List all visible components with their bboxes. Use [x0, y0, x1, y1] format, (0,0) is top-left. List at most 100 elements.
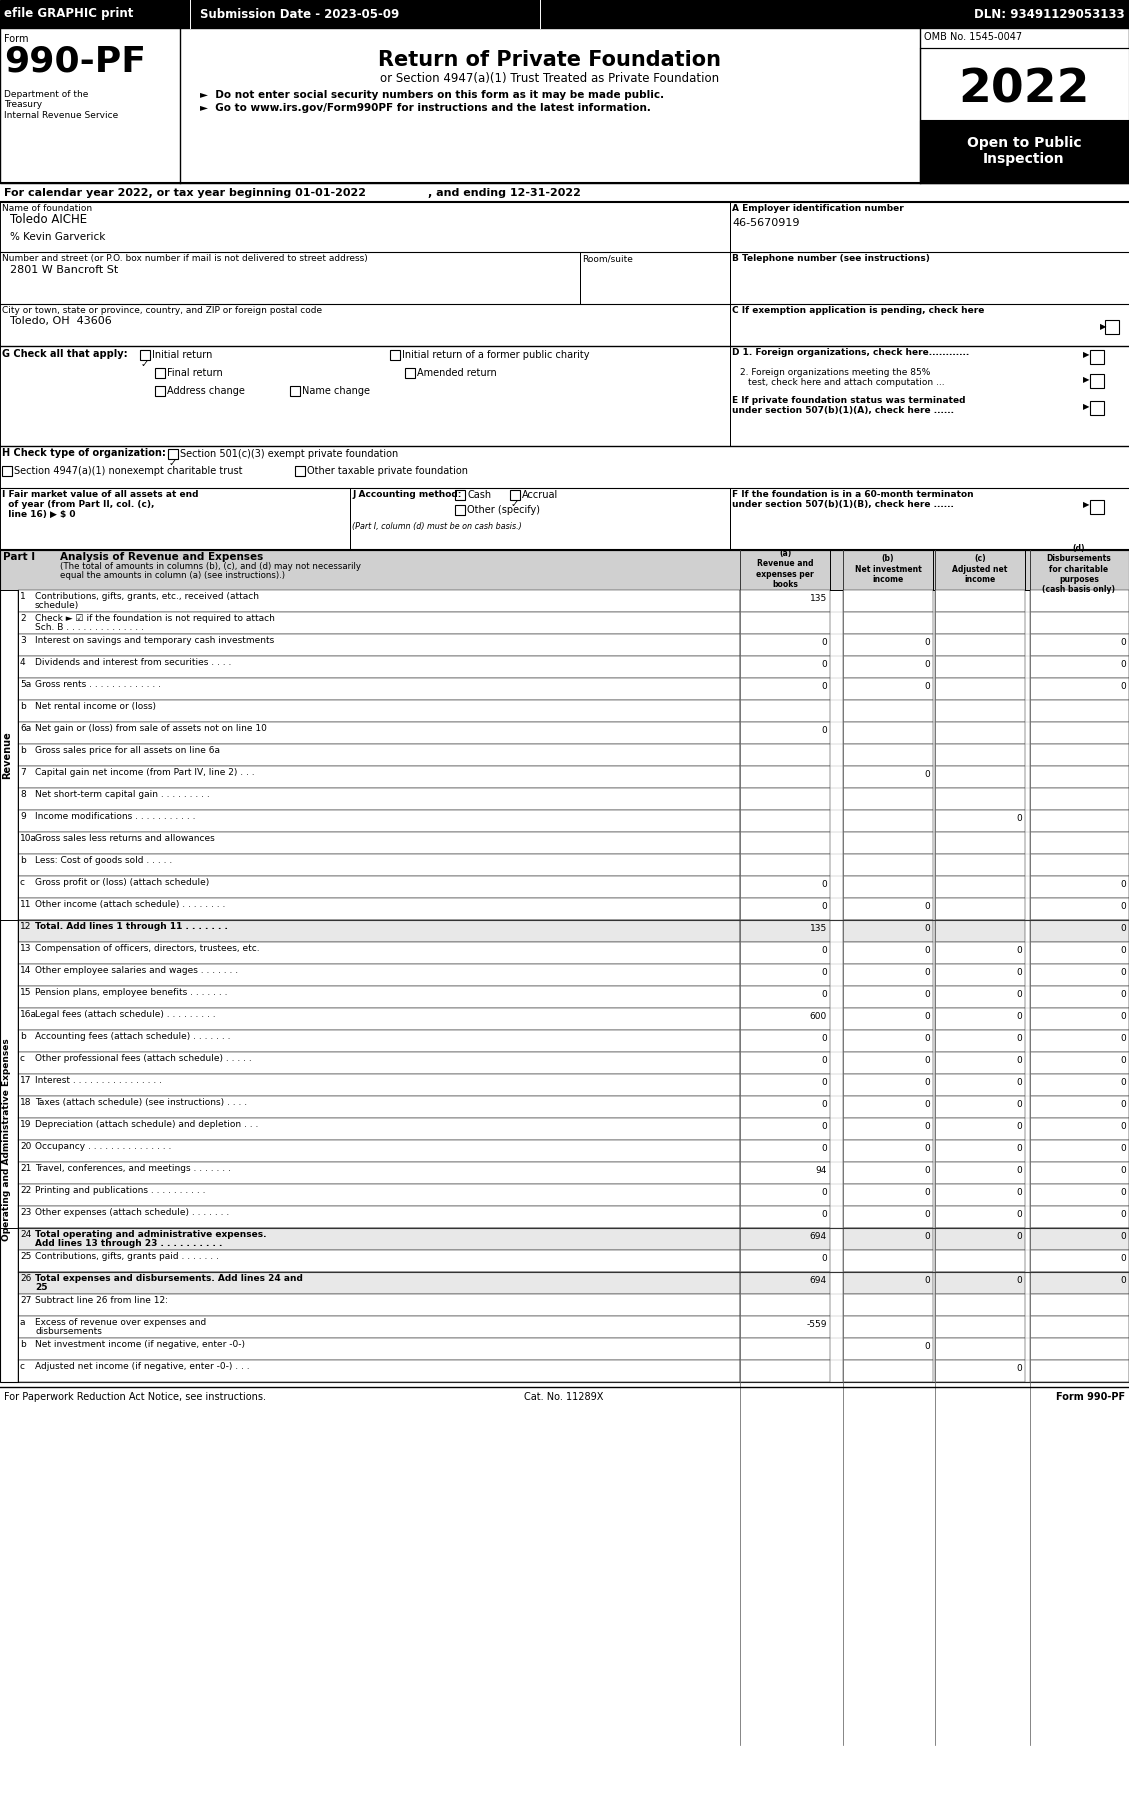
Text: 1: 1 [20, 592, 26, 601]
Bar [843, 1162, 933, 1185]
Bar [1030, 611, 1129, 635]
Bar [0, 201, 730, 252]
Bar [739, 985, 830, 1009]
Text: Total expenses and disbursements. Add lines 24 and: Total expenses and disbursements. Add li… [35, 1275, 303, 1284]
Bar [1089, 351, 1104, 363]
Text: 0: 0 [1016, 1365, 1022, 1374]
Bar [18, 1118, 739, 1140]
Text: 8: 8 [20, 789, 26, 798]
Bar [843, 656, 933, 678]
Text: Dividends and interest from securities . . . .: Dividends and interest from securities .… [35, 658, 231, 667]
Text: disbursements: disbursements [35, 1327, 102, 1336]
Bar [739, 1250, 830, 1271]
Text: Name change: Name change [301, 387, 370, 396]
Bar [405, 369, 415, 378]
Text: Amended return: Amended return [417, 369, 497, 378]
Bar [1030, 1162, 1129, 1185]
Text: Section 501(c)(3) exempt private foundation: Section 501(c)(3) exempt private foundat… [180, 450, 399, 458]
Text: 0: 0 [925, 1188, 930, 1197]
Bar [18, 964, 739, 985]
Bar [1030, 1359, 1129, 1383]
Bar [935, 811, 1025, 832]
Bar [1030, 1140, 1129, 1162]
Text: 0: 0 [1120, 903, 1126, 912]
Text: 694: 694 [809, 1277, 828, 1286]
Text: 0: 0 [1016, 1034, 1022, 1043]
Text: I Fair market value of all assets at end: I Fair market value of all assets at end [2, 491, 199, 500]
Bar [1030, 1052, 1129, 1073]
Text: Toledo, OH  43606: Toledo, OH 43606 [10, 316, 112, 325]
Bar [843, 1052, 933, 1073]
Text: A Employer identification number: A Employer identification number [732, 203, 903, 212]
Bar [1030, 1316, 1129, 1338]
Text: Other expenses (attach schedule) . . . . . . .: Other expenses (attach schedule) . . . .… [35, 1208, 229, 1217]
Bar [739, 854, 830, 876]
Text: J Accounting method:: J Accounting method: [352, 491, 462, 500]
Text: Other taxable private foundation: Other taxable private foundation [307, 466, 469, 476]
Text: Number and street (or P.O. box number if mail is not delivered to street address: Number and street (or P.O. box number if… [2, 254, 368, 263]
Bar [1089, 500, 1104, 514]
Text: Final return: Final return [167, 369, 222, 378]
Bar [0, 550, 1129, 1383]
Text: Operating and Administrative Expenses: Operating and Administrative Expenses [2, 1039, 11, 1241]
Text: 0: 0 [1016, 1232, 1022, 1241]
Bar [739, 1228, 830, 1250]
Text: 0: 0 [1120, 1232, 1126, 1241]
Text: Part I: Part I [3, 552, 35, 563]
Text: Subtract line 26 from line 12:: Subtract line 26 from line 12: [35, 1296, 168, 1305]
Bar [739, 766, 830, 788]
Bar [739, 678, 830, 699]
Text: Net gain or (loss) from sale of assets not on line 10: Net gain or (loss) from sale of assets n… [35, 725, 266, 734]
Text: Accrual: Accrual [522, 491, 558, 500]
Text: 10a: 10a [20, 834, 37, 843]
Bar [739, 1030, 830, 1052]
Bar [18, 985, 739, 1009]
Bar [739, 1140, 830, 1162]
Text: 0: 0 [1016, 1188, 1022, 1197]
Text: c: c [20, 877, 25, 886]
Bar [935, 942, 1025, 964]
Bar [18, 942, 739, 964]
Bar [935, 1162, 1025, 1185]
Text: City or town, state or province, country, and ZIP or foreign postal code: City or town, state or province, country… [2, 306, 322, 315]
Bar [1030, 699, 1129, 723]
Bar [0, 252, 580, 304]
Text: DLN: 93491129053133: DLN: 93491129053133 [974, 7, 1124, 20]
Text: Toledo AICHE: Toledo AICHE [10, 212, 87, 227]
Text: 0: 0 [1120, 1210, 1126, 1219]
Text: Address change: Address change [167, 387, 245, 396]
Text: For calendar year 2022, or tax year beginning 01-01-2022                , and en: For calendar year 2022, or tax year begi… [5, 189, 581, 198]
Bar [1089, 374, 1104, 388]
Bar [18, 635, 739, 656]
Bar [739, 897, 830, 921]
Bar [739, 788, 830, 811]
Text: 0: 0 [821, 1055, 828, 1064]
Bar [739, 590, 830, 611]
Text: 0: 0 [1016, 1210, 1022, 1219]
Bar [18, 1271, 739, 1295]
Bar [455, 505, 465, 514]
Text: 0: 0 [821, 1253, 828, 1262]
Text: 23: 23 [20, 1208, 32, 1217]
Text: 0: 0 [925, 1165, 930, 1176]
Text: 0: 0 [821, 1100, 828, 1109]
Text: 0: 0 [925, 660, 930, 669]
Text: (d)
Disbursements
for charitable
purposes
(cash basis only): (d) Disbursements for charitable purpose… [1042, 543, 1115, 595]
Text: 0: 0 [925, 1122, 930, 1131]
Text: 0: 0 [1120, 681, 1126, 690]
Bar [0, 446, 1129, 487]
Text: Pension plans, employee benefits . . . . . . .: Pension plans, employee benefits . . . .… [35, 987, 228, 998]
Text: 0: 0 [1120, 638, 1126, 647]
Bar [935, 985, 1025, 1009]
Text: Other (specify): Other (specify) [467, 505, 540, 514]
Text: 0: 0 [1016, 991, 1022, 1000]
Text: 0: 0 [925, 1012, 930, 1021]
Text: 0: 0 [925, 1232, 930, 1241]
Text: 21: 21 [20, 1163, 32, 1172]
Bar [739, 1295, 830, 1316]
Bar [18, 1052, 739, 1073]
Text: 0: 0 [1120, 1277, 1126, 1286]
Bar [935, 744, 1025, 766]
Text: 94: 94 [815, 1165, 828, 1176]
Bar [1030, 744, 1129, 766]
